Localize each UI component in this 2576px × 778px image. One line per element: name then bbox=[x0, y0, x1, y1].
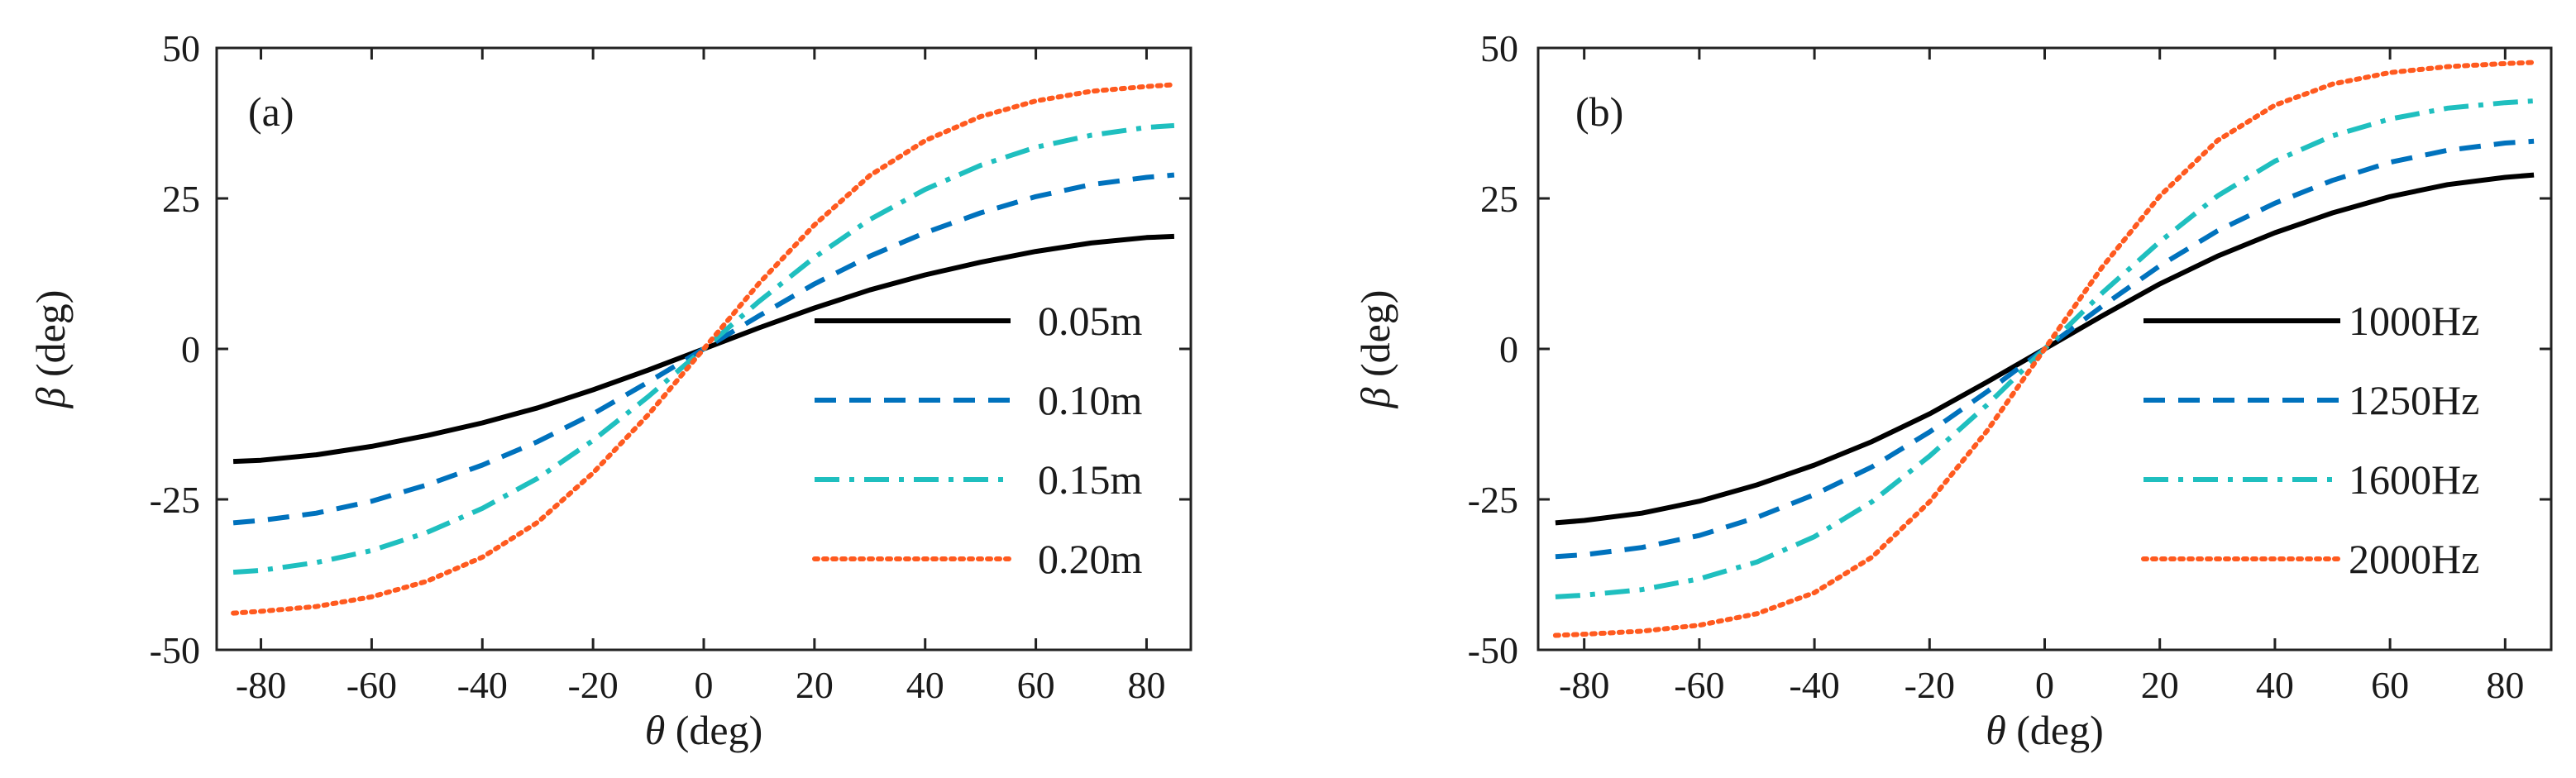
chart-1-legend-label: 2000Hz bbox=[2349, 536, 2479, 582]
chart-0-yaxis-label: β (deg) bbox=[27, 290, 74, 409]
chart-0-xtick-label: -80 bbox=[236, 664, 286, 706]
chart-0-series-line-0.20m bbox=[231, 82, 1177, 616]
chart-1-yaxis-label: β (deg) bbox=[1352, 290, 1398, 409]
chart-1-xtick-label: -60 bbox=[1674, 664, 1724, 706]
chart-1-yaxis-unit: (deg) bbox=[1352, 290, 1398, 388]
chart-1-xtick-label: 40 bbox=[2256, 664, 2294, 706]
chart-0-panel-label: (a) bbox=[248, 88, 294, 135]
chart-1-yaxis-symbol: β bbox=[1352, 387, 1398, 408]
chart-1-ytick-label: 50 bbox=[1480, 27, 1518, 69]
chart-0-legend: 0.05m 0.10m 0.15m 0.20m bbox=[812, 298, 1143, 582]
chart-1-series-line-2000Hz bbox=[1552, 60, 2537, 638]
chart-1-xtick-label: -80 bbox=[1559, 664, 1609, 706]
chart-0-xtick-label: 80 bbox=[1127, 664, 1165, 706]
chart-1-panel-label: (b) bbox=[1575, 88, 1623, 135]
chart-0-xtick-label: 60 bbox=[1017, 664, 1055, 706]
chart-0-xtick-label: 20 bbox=[796, 664, 834, 706]
chart-0-ytick-label: 0 bbox=[181, 328, 200, 370]
chart-0-legend-label: 0.20m bbox=[1038, 536, 1143, 582]
chart-0-xaxis-unit: (deg) bbox=[665, 707, 762, 753]
chart-0-legend-label: 0.05m bbox=[1038, 298, 1143, 344]
chart-0-legend-label: 0.10m bbox=[1038, 377, 1143, 423]
chart-0-xtick-label: 40 bbox=[906, 664, 944, 706]
chart-0-xtick-label: -60 bbox=[346, 664, 397, 706]
chart-1-legend-label: 1250Hz bbox=[2349, 377, 2479, 423]
chart-1-xtick-label: -40 bbox=[1789, 664, 1839, 706]
chart-panel-b: -80 -60 -40 -20 0 20 40 60 80 -50 -25 0 25 50 1000Hz 12… bbox=[1352, 27, 2553, 753]
chart-1-legend-label: 1000Hz bbox=[2349, 298, 2479, 344]
chart-0-ytick-label: -50 bbox=[150, 629, 200, 671]
chart-1-xtick-label: 60 bbox=[2371, 664, 2409, 706]
chart-1-ytick-label: -25 bbox=[1468, 479, 1518, 521]
chart-0-xtick-label: -20 bbox=[567, 664, 618, 706]
chart-1-xtick-label: 20 bbox=[2141, 664, 2179, 706]
chart-0-yaxis-unit: (deg) bbox=[27, 290, 74, 388]
chart-1-ytick-label: 0 bbox=[1499, 328, 1518, 370]
chart-1-xaxis-label: θ (deg) bbox=[1986, 707, 2104, 753]
chart-1-xtick-label: 0 bbox=[2035, 664, 2054, 706]
chart-0-ytick-label: 25 bbox=[162, 178, 200, 220]
chart-panel-a: -80 -60 -40 -20 0 20 40 60 80 -50 -25 0 25 50 0.05m 0.1… bbox=[27, 27, 1192, 753]
chart-0-ytick-label: -25 bbox=[150, 479, 200, 521]
chart-1-legend-label: 1600Hz bbox=[2349, 456, 2479, 503]
chart-0-xaxis-symbol: θ bbox=[645, 707, 666, 753]
chart-1-xtick-label: 80 bbox=[2486, 664, 2524, 706]
chart-0-yaxis-symbol: β bbox=[27, 387, 74, 408]
chart-0-xtick-label: -40 bbox=[457, 664, 508, 706]
chart-1-ytick-label: -50 bbox=[1468, 629, 1518, 671]
chart-1-xaxis-unit: (deg) bbox=[2006, 707, 2104, 753]
chart-0-xaxis-label: θ (deg) bbox=[645, 707, 763, 753]
chart-1-legend: 1000Hz 1250Hz 1600Hz 2000Hz bbox=[2141, 298, 2479, 582]
chart-0-legend-label: 0.15m bbox=[1038, 456, 1143, 503]
chart-0-ytick-label: 50 bbox=[162, 27, 200, 69]
chart-1-xaxis-symbol: θ bbox=[1986, 707, 2006, 753]
chart-1-xtick-label: -20 bbox=[1905, 664, 1955, 706]
chart-0-xtick-label: 0 bbox=[695, 664, 714, 706]
chart-1-ytick-label: 25 bbox=[1480, 178, 1518, 220]
